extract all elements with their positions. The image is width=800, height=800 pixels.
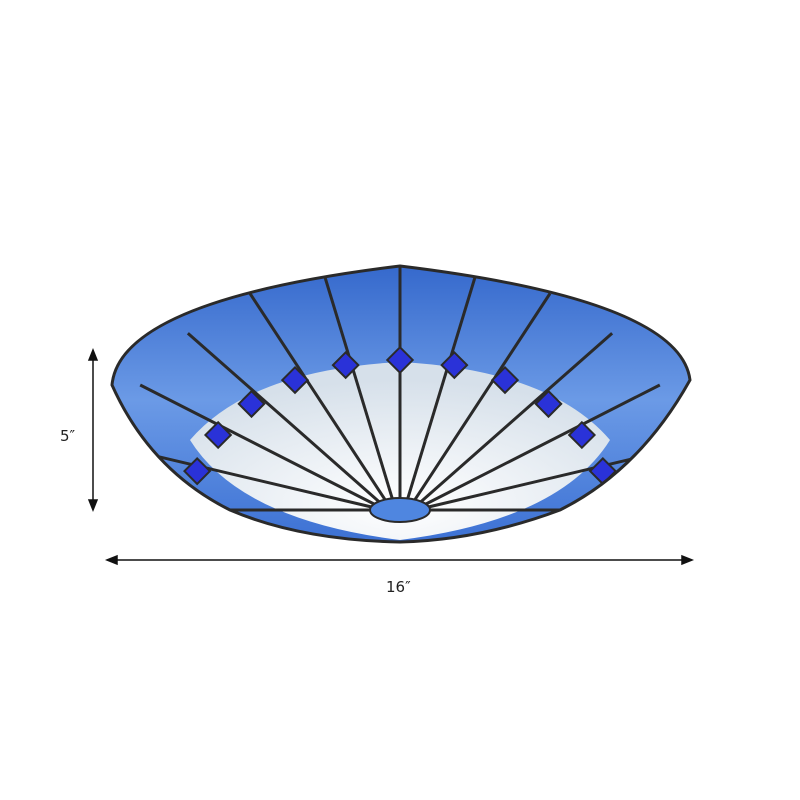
blue-jewel <box>567 420 597 450</box>
lead-line <box>406 268 480 499</box>
lead-line <box>320 268 394 499</box>
blue-jewel <box>183 457 212 486</box>
blue-jewel <box>280 365 310 395</box>
blue-jewel <box>534 389 563 419</box>
height-dimension-arrow <box>87 347 99 513</box>
width-dimension-arrow <box>104 554 695 566</box>
lead-line <box>420 332 614 503</box>
height-label: 5″ <box>60 427 76 445</box>
blue-jewel <box>203 420 233 450</box>
blue-jewel <box>440 350 469 380</box>
lead-line <box>139 383 375 506</box>
lead-line <box>413 292 552 501</box>
blue-jewel <box>385 345 415 375</box>
lead-line <box>425 383 661 506</box>
lead-line <box>248 292 387 501</box>
blue-jewel <box>490 365 520 395</box>
width-label: 16″ <box>386 578 411 596</box>
lamp-shade <box>112 266 690 542</box>
blue-jewel <box>331 350 360 380</box>
lead-line <box>186 332 380 503</box>
blue-jewel <box>237 389 266 419</box>
